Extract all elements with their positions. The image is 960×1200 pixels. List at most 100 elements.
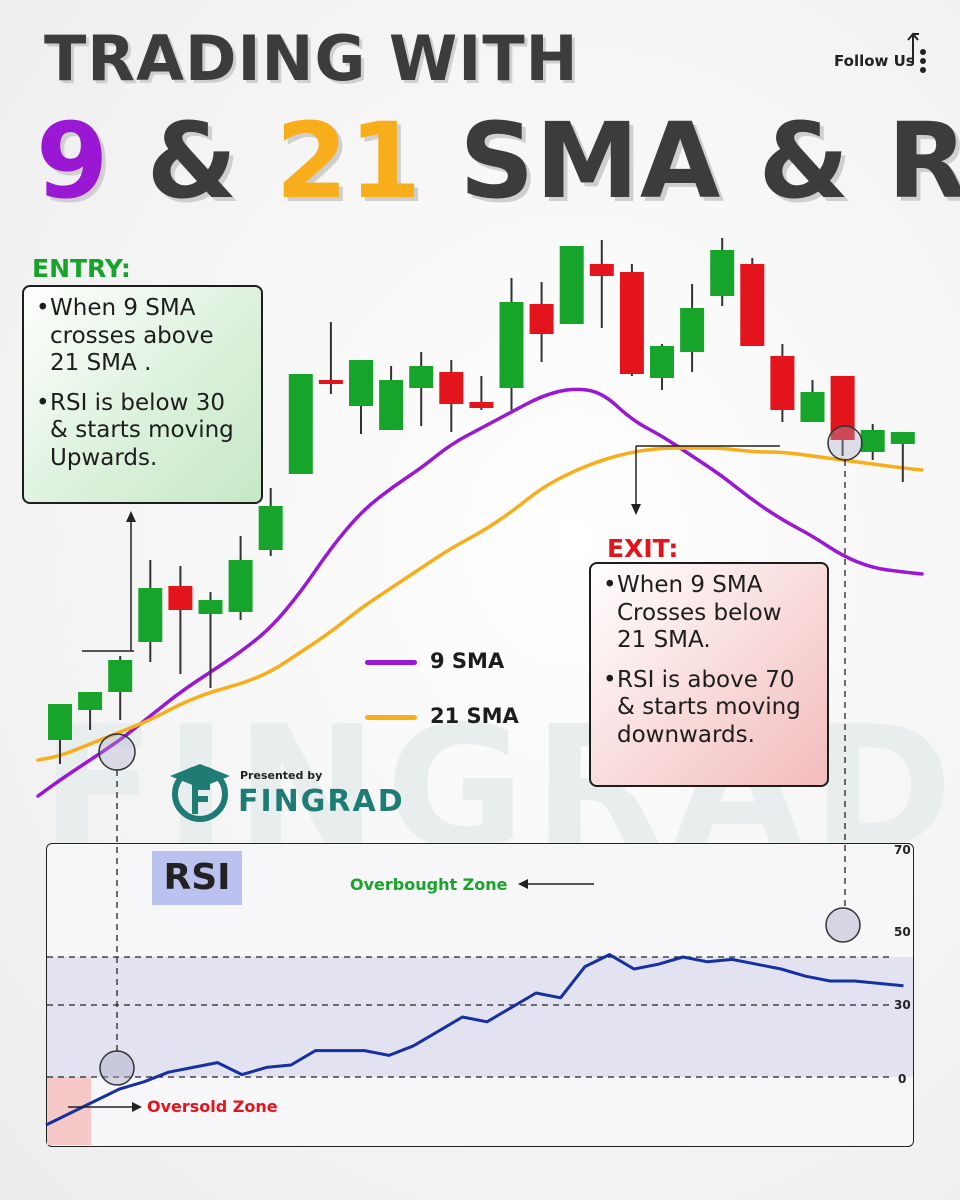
candle-body	[589, 264, 614, 276]
title-amp: &	[109, 100, 276, 222]
overbought-zone-label: Overbought Zone	[350, 875, 508, 894]
rsi-tick-70: 70	[894, 843, 911, 857]
entry-heading: ENTRY:	[32, 254, 131, 283]
candle-17	[529, 282, 554, 362]
brand-name: FINGRAD	[238, 784, 405, 819]
candle-body	[710, 250, 735, 296]
rsi-title: RSI	[152, 851, 242, 905]
rsi-tick-0: 0	[898, 1072, 907, 1086]
candle-21	[650, 344, 674, 390]
candle-9	[288, 374, 313, 474]
candle-10	[318, 322, 343, 394]
candle-18	[559, 246, 584, 324]
candle-body	[318, 380, 343, 384]
candle-body	[138, 588, 163, 642]
candle-24	[740, 258, 765, 346]
candle-body	[800, 392, 825, 422]
sma9-line	[36, 387, 924, 798]
candle-body	[529, 304, 554, 334]
legend-swatch-21sma	[365, 715, 417, 720]
entry-point-1: When 9 SMA crosses above 21 SMA .	[36, 295, 249, 378]
candle-body	[198, 600, 223, 614]
fingrad-logo-icon	[170, 764, 230, 822]
entry-point-2: RSI is below 30 & starts moving Upwards.	[36, 390, 249, 473]
candle-body	[740, 264, 765, 346]
rsi-entry-circle	[99, 1050, 135, 1086]
candle-7	[228, 536, 253, 620]
title-line-1: TRADING WITH	[44, 22, 579, 95]
oversold-arrow-head	[132, 1102, 142, 1112]
candle-body	[379, 380, 404, 430]
candle-5	[168, 566, 193, 674]
candle-body	[890, 432, 915, 444]
presented-by-label: Presented by	[240, 769, 323, 782]
candle-body	[168, 586, 193, 610]
rsi-neutral-band	[47, 957, 913, 1077]
candle-body	[680, 308, 705, 352]
candle-3	[108, 656, 133, 720]
candle-29	[890, 432, 915, 482]
title-line-2: 9 & 21 SMA & RSI	[36, 100, 960, 222]
candle-20	[619, 264, 644, 376]
candle-4	[138, 560, 163, 662]
candle-body	[619, 272, 644, 374]
candle-body	[108, 660, 133, 692]
candle-body	[439, 372, 464, 404]
rsi-exit-circle	[825, 907, 861, 943]
candle-26	[800, 380, 825, 422]
exit-box: When 9 SMA Crosses below 21 SMA. RSI is …	[589, 562, 829, 787]
exit-arrow-head	[631, 504, 641, 515]
candle-19	[589, 240, 614, 328]
exit-point-2: RSI is above 70 & starts moving downward…	[603, 667, 815, 750]
candle-body	[78, 692, 103, 710]
follow-us-label[interactable]: Follow Us	[834, 52, 915, 70]
rsi-tick-50: 50	[894, 925, 911, 939]
title-21: 21	[275, 100, 423, 222]
candle-13	[409, 352, 434, 426]
candle-8	[258, 488, 283, 556]
rsi-tick-30: 30	[894, 998, 911, 1012]
entry-box: When 9 SMA crosses above 21 SMA . RSI is…	[22, 285, 263, 504]
candle-23	[710, 238, 735, 306]
title-sma-rsi: SMA & RSI	[459, 100, 960, 222]
candle-body	[288, 374, 313, 474]
candle-25	[770, 344, 795, 422]
entry-arrow-head	[126, 511, 136, 522]
exit-point-1: When 9 SMA Crosses below 21 SMA.	[603, 572, 815, 655]
candle-2	[78, 692, 103, 730]
candle-16	[499, 278, 524, 410]
share-icon[interactable]	[906, 30, 934, 80]
candle-body	[770, 356, 795, 410]
sma21-line	[36, 446, 924, 762]
candle-body	[650, 346, 674, 378]
price-chart	[36, 238, 924, 798]
oversold-zone	[47, 1077, 91, 1145]
candle-body	[559, 246, 584, 324]
oversold-zone-label: Oversold Zone	[147, 1097, 278, 1116]
candle-body	[469, 402, 494, 408]
candle-11	[349, 360, 373, 434]
legend-label-9sma: 9 SMA	[430, 649, 505, 673]
candle-body	[349, 360, 373, 406]
overbought-arrow-head	[518, 879, 528, 889]
candle-body	[409, 366, 434, 388]
candle-body	[499, 302, 524, 388]
candle-body	[228, 560, 253, 612]
candle-15	[469, 376, 494, 410]
legend-label-21sma: 21 SMA	[430, 704, 519, 728]
candle-body	[860, 430, 885, 452]
candle-14	[439, 360, 464, 432]
rsi-line	[45, 953, 904, 1127]
candle-22	[680, 284, 705, 372]
candle-12	[379, 366, 404, 430]
candle-28	[860, 424, 885, 460]
candle-body	[48, 704, 72, 740]
exit-heading: EXIT:	[607, 534, 679, 563]
candle-body	[258, 506, 283, 550]
legend-swatch-9sma	[365, 660, 417, 665]
candle-6	[198, 592, 223, 688]
title-9: 9	[36, 100, 110, 222]
candle-1	[48, 704, 72, 764]
